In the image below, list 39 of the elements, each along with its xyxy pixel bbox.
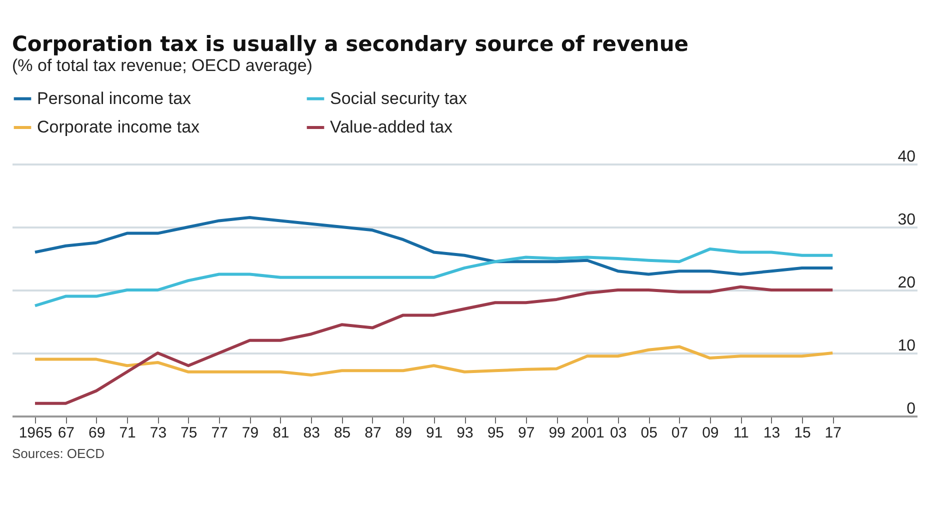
y-tick-label: 20 bbox=[898, 274, 916, 292]
legend-label: Value-added tax bbox=[330, 118, 454, 136]
x-tick-label: 11 bbox=[733, 424, 749, 442]
x-tick-label: 99 bbox=[548, 424, 566, 442]
x-tick-label: 87 bbox=[364, 424, 382, 442]
y-tick-label: 10 bbox=[898, 338, 916, 354]
x-tick-label: 73 bbox=[150, 424, 167, 442]
chart-title: Corporation tax is usually a secondary source of revenue bbox=[12, 32, 689, 56]
x-tick-label: 13 bbox=[763, 424, 780, 442]
x-tick-label: 89 bbox=[395, 424, 412, 442]
x-tick-label: 09 bbox=[702, 424, 719, 442]
source-note: Sources: OECD bbox=[11, 445, 106, 463]
x-tick-label: 03 bbox=[610, 424, 627, 442]
legend-label: Personal income tax bbox=[37, 88, 192, 108]
x-tick-label: 15 bbox=[794, 424, 811, 442]
x-tick-label: 07 bbox=[671, 424, 688, 442]
x-tick-label: 93 bbox=[456, 424, 474, 442]
y-tick-label: 40 bbox=[898, 148, 916, 166]
chart-subtitle: (% of total tax revenue; OECD average) bbox=[12, 56, 312, 75]
x-tick-label: 81 bbox=[272, 424, 290, 442]
x-tick-label: 2001 bbox=[571, 424, 604, 442]
x-tick-label: 97 bbox=[518, 424, 535, 442]
x-tick-label: 85 bbox=[334, 424, 351, 442]
legend-label: Social security tax bbox=[330, 88, 468, 108]
x-tick-label: 77 bbox=[211, 424, 228, 442]
x-tick-label: 71 bbox=[119, 424, 136, 442]
x-tick-label: 83 bbox=[303, 424, 320, 442]
x-tick-label: 91 bbox=[426, 424, 443, 442]
x-tick-label: 79 bbox=[242, 424, 259, 442]
x-tick-label: 67 bbox=[58, 424, 75, 442]
x-tick-label: 1965 bbox=[18, 424, 52, 442]
y-tick-label: 30 bbox=[898, 212, 916, 228]
y-tick-label: 0 bbox=[906, 400, 916, 418]
legend-label: Corporate income tax bbox=[37, 118, 200, 136]
x-tick-label: 69 bbox=[88, 424, 106, 442]
x-tick-label: 17 bbox=[824, 424, 842, 442]
x-tick-label: 75 bbox=[180, 424, 198, 442]
x-tick-label: 05 bbox=[640, 424, 658, 442]
x-tick-label: 95 bbox=[487, 424, 504, 442]
